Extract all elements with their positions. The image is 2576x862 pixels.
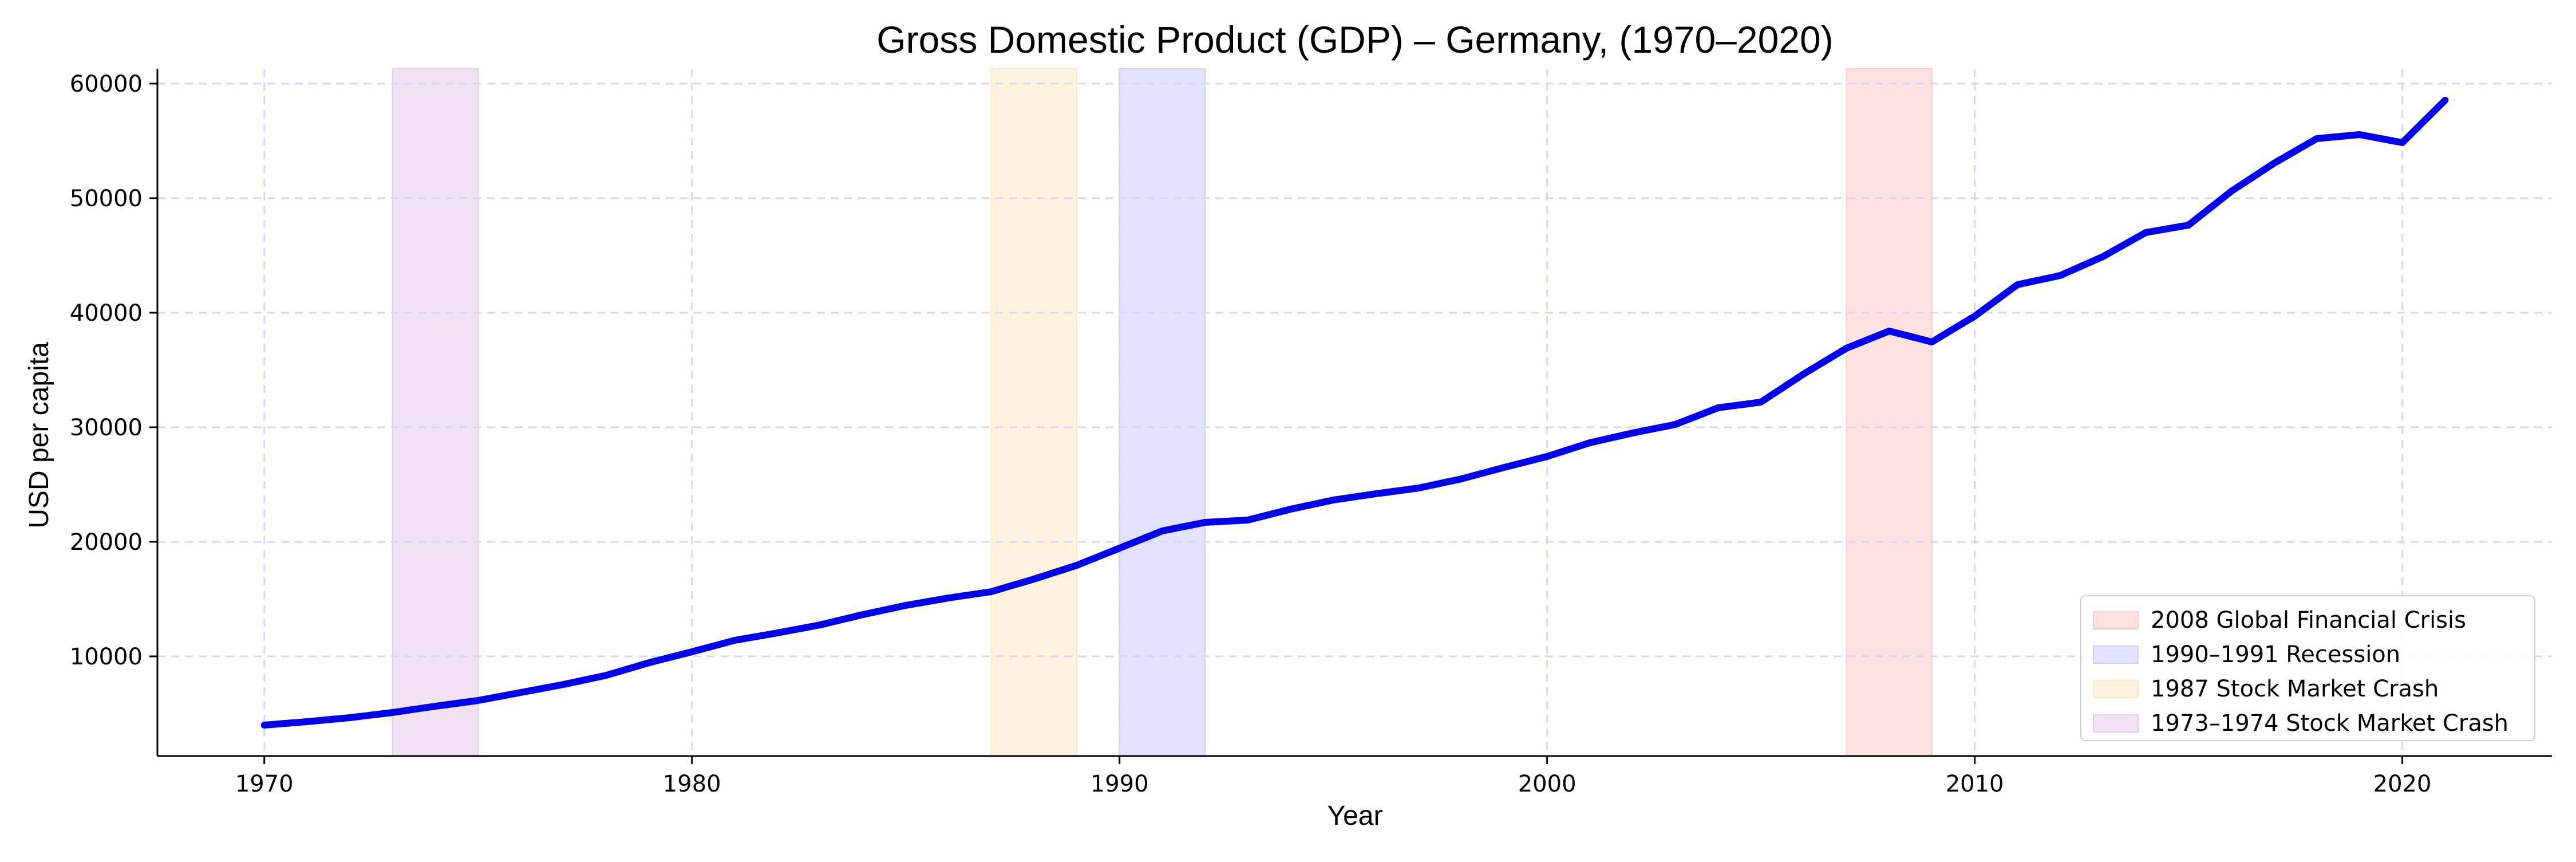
y-axis-label: USD per capita: [24, 342, 54, 529]
chart-title: Gross Domestic Product (GDP) – Germany, …: [876, 18, 1833, 61]
x-tick-label: 2020: [2373, 771, 2432, 797]
y-tick-label: 20000: [70, 529, 143, 556]
x-tick-label: 1980: [663, 771, 721, 797]
y-tick-label: 30000: [70, 415, 143, 441]
legend-label-2: 1987 Stock Market Crash: [2151, 676, 2439, 702]
x-tick-label: 2010: [1946, 771, 2004, 797]
legend-box: [2080, 595, 2535, 741]
shaded-region-2: [990, 68, 1077, 757]
legend-swatch-2: [2093, 680, 2139, 698]
series-layer: [260, 97, 2449, 729]
legend: 2008 Global Financial Crisis 1990–1991 Re…: [2080, 595, 2535, 741]
y-tick-label: 10000: [70, 644, 143, 670]
gdp-line: [260, 97, 2449, 729]
x-tick-label: 2000: [1518, 771, 1577, 797]
shaded-region-0: [1846, 68, 1933, 757]
legend-label-1: 1990–1991 Recession: [2151, 641, 2400, 668]
y-tick-label: 50000: [70, 186, 143, 212]
legend-label-3: 1973–1974 Stock Market Crash: [2151, 710, 2508, 737]
y-tick-label: 60000: [70, 71, 143, 97]
tick-labels: 1970 1980 1990 2000 2010 2020 10000 20000 30000 4…: [70, 71, 2432, 797]
legend-swatch-0: [2093, 611, 2139, 629]
legend-swatch-1: [2093, 645, 2139, 664]
legend-label-0: 2008 Global Financial Crisis: [2151, 607, 2466, 633]
shaded-region-1: [1119, 68, 1206, 757]
y-tick-label: 40000: [70, 300, 143, 326]
shaded-region-3: [392, 68, 479, 757]
legend-swatch-3: [2093, 714, 2139, 733]
shaded-regions: [392, 68, 1933, 757]
x-tick-label: 1990: [1091, 771, 1149, 797]
x-axis-label: Year: [1327, 801, 1383, 831]
x-tick-label: 1970: [235, 771, 294, 797]
axes: [156, 69, 2552, 757]
grid-lines: [157, 69, 2552, 756]
